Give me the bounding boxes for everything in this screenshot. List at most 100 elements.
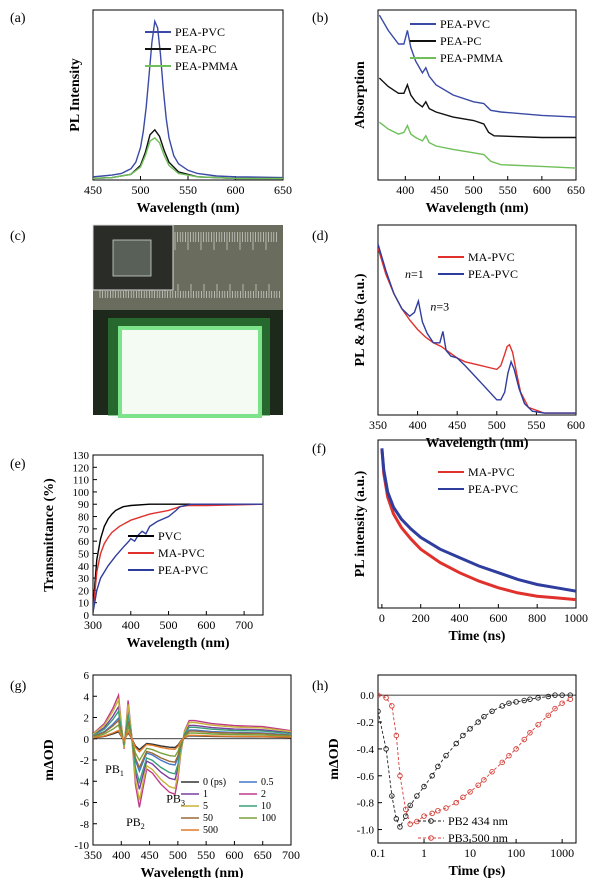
glowing-film — [118, 326, 262, 418]
data-point — [378, 692, 381, 698]
y-axis-label: mΔOD — [327, 738, 342, 779]
panel-label: (a) — [10, 11, 26, 26]
legend-label: PEA-PVC — [158, 563, 208, 577]
y-axis-label: PL Intensity — [68, 58, 83, 132]
data-point — [443, 805, 449, 811]
x-tick-label: 550 — [499, 183, 517, 197]
data-point — [383, 695, 389, 701]
x-tick-label: 600 — [227, 183, 245, 197]
data-point — [453, 740, 459, 747]
panel-label: (g) — [10, 679, 27, 694]
series-line-ma-pvc — [378, 247, 576, 414]
panel-label: (b) — [312, 11, 329, 26]
series-line-pea-pvc — [380, 448, 576, 593]
series-line-pea-pvc — [93, 18, 283, 179]
x-axis-label: Time (ps) — [449, 864, 506, 878]
x-tick-label: 1000 — [550, 846, 574, 860]
data-point — [397, 824, 403, 830]
legend-label: MA-PVC — [468, 465, 515, 479]
series-line-10 — [93, 709, 291, 785]
data-point — [443, 752, 449, 759]
y-tick-label: 30 — [78, 573, 90, 585]
x-tick-label: 650 — [274, 183, 292, 197]
legend-label: PB2 434 nm — [448, 814, 509, 828]
data-point — [467, 726, 473, 732]
data-point — [559, 700, 565, 706]
series-line-pb3-500-nm — [378, 694, 571, 825]
data-point — [378, 708, 381, 715]
data-point — [481, 713, 487, 720]
x-tick-label: 400 — [409, 418, 427, 432]
data-point — [389, 793, 395, 799]
data-point — [521, 736, 527, 743]
x-tick-label: 600 — [197, 618, 215, 632]
y-axis-label: mΔOD — [42, 739, 57, 780]
legend-label: PEA-PMMA — [175, 59, 239, 73]
data-point — [499, 703, 505, 709]
x-tick-label: 350 — [369, 418, 387, 432]
legend-label: 2 — [261, 789, 266, 800]
plot-area — [378, 243, 576, 414]
chart-b: 400 450 500 550 600 650 Wavelength (nm) Absorpt… — [353, 9, 585, 216]
data-point — [407, 802, 413, 809]
data-point — [567, 692, 573, 698]
legend-label: PEA-PMMA — [440, 51, 504, 65]
y-tick-label: 100 — [73, 487, 90, 499]
legend-label: PEA-PVC — [175, 25, 225, 39]
data-point — [513, 699, 519, 705]
chart-d: 350 400 450 500 550 600 Wavelength (nm) PL & Ab… — [353, 224, 585, 451]
data-point — [535, 721, 541, 728]
data-point — [545, 693, 552, 700]
data-point — [435, 763, 441, 770]
x-tick-label: 100 — [507, 846, 525, 860]
x-tick-label: 1000 — [564, 611, 588, 625]
data-point — [421, 813, 427, 819]
y-tick-label: 2 — [84, 713, 90, 725]
y-tick-label: 20 — [78, 585, 90, 597]
axes-frame — [377, 674, 577, 844]
y-tick-label: 40 — [78, 561, 90, 573]
data-point — [481, 777, 487, 783]
x-axis-label: Time (ns) — [449, 629, 506, 644]
data-point — [421, 783, 427, 790]
data-point — [429, 773, 435, 779]
data-point — [552, 692, 558, 698]
data-point — [489, 708, 495, 715]
chart-a: 450 500 550 600 650 Wavelength (nm) PL Intensi… — [68, 9, 292, 216]
panel-label: (f) — [312, 442, 326, 457]
data-point — [397, 773, 403, 779]
legend-label: MA-PVC — [468, 250, 515, 264]
x-tick-label: 450 — [141, 848, 159, 862]
series-line-100 — [93, 723, 291, 762]
x-tick-label: 450 — [84, 183, 102, 197]
y-tick-label: -0.6 — [357, 771, 375, 783]
plot-area — [380, 448, 576, 602]
chart-g: 350 400 450 500 550 600 650 700 -10 -8 -6 -4 -2 0 2 4 6 W… — [42, 670, 300, 878]
plot-area — [93, 18, 283, 180]
data-point — [552, 705, 558, 712]
data-point — [460, 732, 466, 739]
legend-label: PEA-PVC — [468, 267, 518, 281]
series-line-pea-pvc — [378, 243, 576, 414]
data-point — [402, 806, 409, 813]
annotation: PB2 — [126, 815, 145, 831]
x-tick-label: 550 — [179, 183, 197, 197]
x-axis-label: Wavelength (nm) — [425, 201, 528, 216]
legend-marker — [428, 818, 434, 824]
legend-label: PEA-PVC — [468, 482, 518, 496]
legend-label: 0.5 — [261, 777, 274, 788]
series-line-pea-pc — [378, 77, 576, 139]
panel-label: (e) — [10, 457, 26, 472]
x-tick-label: 400 — [396, 183, 414, 197]
x-tick-label: 700 — [282, 848, 300, 862]
x-tick-label: 500 — [132, 183, 150, 197]
x-tick-label: 650 — [254, 848, 272, 862]
series-line-pvc — [93, 503, 263, 613]
data-point — [393, 732, 400, 739]
legend-label: 500 — [203, 825, 218, 836]
y-axis-label: PL & Abs (a.u.) — [353, 273, 368, 366]
axes-frame — [92, 454, 264, 616]
axes-frame — [377, 439, 577, 609]
legend-label: PEA-PC — [440, 34, 481, 48]
axes-frame — [377, 9, 577, 181]
